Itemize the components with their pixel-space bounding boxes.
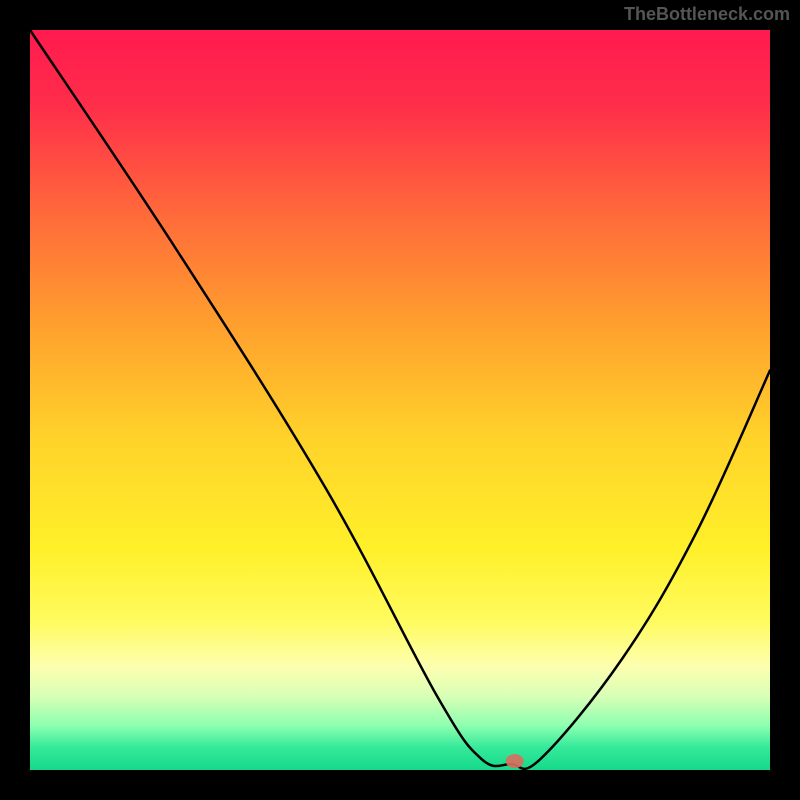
- bottleneck-chart: [0, 0, 800, 800]
- chart-stage: TheBottleneck.com: [0, 0, 800, 800]
- chart-background: [30, 30, 770, 770]
- attribution-text: TheBottleneck.com: [624, 4, 790, 25]
- optimal-marker: [506, 754, 524, 768]
